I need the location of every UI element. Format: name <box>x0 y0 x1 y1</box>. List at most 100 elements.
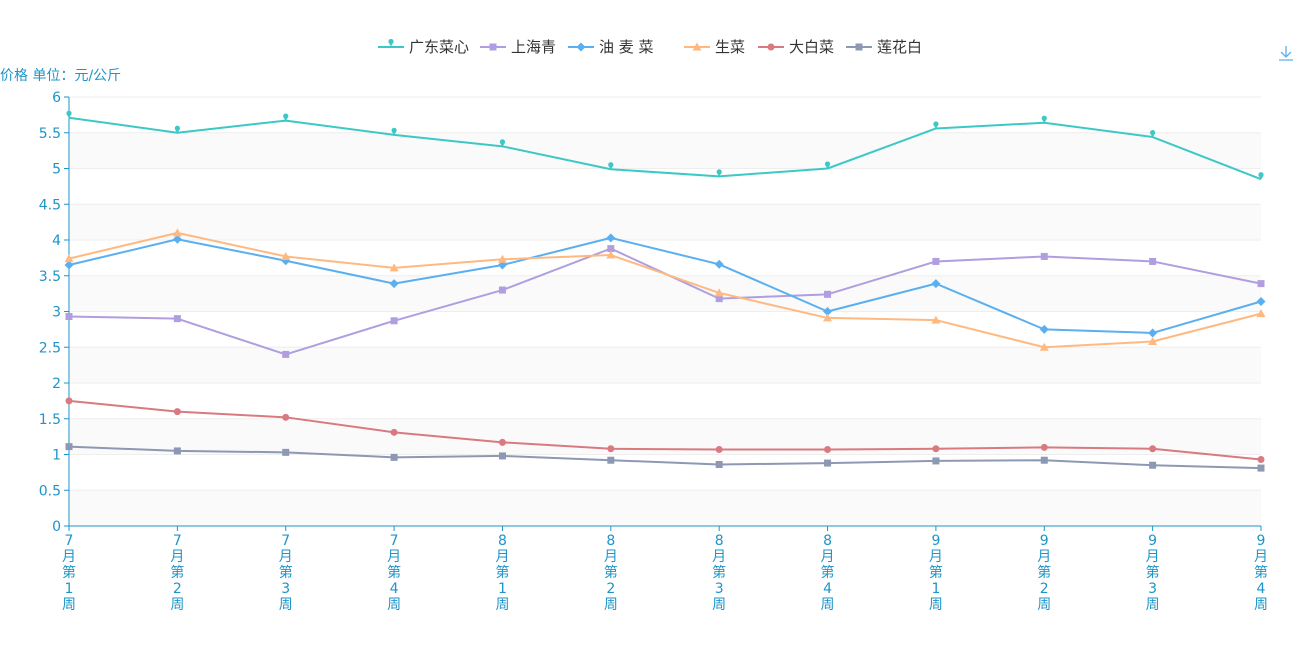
series-line[interactable] <box>68 445 1262 470</box>
data-point[interactable] <box>173 315 181 323</box>
data-point[interactable] <box>1256 309 1266 318</box>
data-point[interactable] <box>1040 443 1048 451</box>
data-point[interactable] <box>498 438 506 446</box>
data-point[interactable] <box>823 313 833 322</box>
legend[interactable]: 广东菜心 上海青 油 麦 菜 生菜 大白菜 莲花白 <box>378 38 922 56</box>
data-point[interactable] <box>391 127 397 136</box>
data-point[interactable] <box>1148 337 1158 346</box>
data-point[interactable] <box>824 459 832 467</box>
data-point[interactable] <box>824 161 831 169</box>
data-point[interactable] <box>715 295 723 303</box>
data-point[interactable] <box>1256 296 1266 306</box>
data-point[interactable] <box>390 428 398 436</box>
legend-symbol[interactable] <box>489 43 497 51</box>
data-point[interactable] <box>65 397 73 405</box>
data-point[interactable] <box>608 162 614 170</box>
legend-label[interactable]: 莲花白 <box>877 38 922 56</box>
data-point[interactable] <box>932 457 940 465</box>
legend-symbol[interactable] <box>855 43 863 51</box>
legend-label[interactable]: 广东菜心 <box>409 38 469 56</box>
download-icon[interactable] <box>1276 43 1296 63</box>
data-point[interactable] <box>606 250 616 259</box>
data-point[interactable] <box>824 290 832 298</box>
series-line[interactable] <box>68 399 1262 461</box>
data-point[interactable] <box>1040 456 1048 464</box>
data-point[interactable] <box>174 125 180 134</box>
legend-symbol[interactable] <box>767 43 775 51</box>
data-point[interactable] <box>1257 464 1265 472</box>
y-axis-label: 价格 单位：元/公斤 <box>0 68 121 84</box>
data-point[interactable] <box>824 445 832 453</box>
data-point[interactable] <box>65 443 73 451</box>
data-point[interactable] <box>390 317 398 325</box>
series-line[interactable] <box>68 116 1262 181</box>
legend-symbol[interactable] <box>576 42 586 52</box>
data-point[interactable] <box>716 169 722 177</box>
data-point[interactable] <box>1150 129 1156 138</box>
data-point[interactable] <box>390 453 398 461</box>
legend-item[interactable]: 广东菜心 <box>378 38 469 56</box>
data-point[interactable] <box>173 447 181 455</box>
data-point[interactable] <box>714 259 724 269</box>
legend-item[interactable]: 油 麦 菜 <box>568 38 654 56</box>
legend-item[interactable]: 莲花白 <box>846 38 922 56</box>
legend-item[interactable]: 上海青 <box>480 38 556 56</box>
data-point[interactable] <box>606 233 616 243</box>
data-point[interactable] <box>1258 172 1264 180</box>
data-point[interactable] <box>497 254 507 263</box>
data-point[interactable] <box>715 461 723 469</box>
grid-band <box>69 490 1261 526</box>
series-line[interactable] <box>68 231 1262 349</box>
data-point[interactable] <box>1149 461 1157 469</box>
data-point[interactable] <box>823 307 833 316</box>
x-tick-label: 8 月第 4 周 <box>821 533 835 613</box>
data-point[interactable] <box>1041 115 1047 124</box>
data-point[interactable] <box>931 315 941 324</box>
data-point[interactable] <box>498 286 506 294</box>
data-point[interactable] <box>607 245 615 253</box>
data-point[interactable] <box>1148 328 1158 338</box>
data-point[interactable] <box>933 121 939 129</box>
legend-symbol[interactable] <box>388 38 394 47</box>
data-point[interactable] <box>932 445 940 453</box>
legend-label[interactable]: 大白菜 <box>789 38 834 56</box>
data-point[interactable] <box>282 413 290 421</box>
data-point[interactable] <box>282 350 290 358</box>
data-point[interactable] <box>1257 456 1265 464</box>
legend-item[interactable]: 生菜 <box>684 38 745 56</box>
data-point[interactable] <box>64 260 74 270</box>
data-point[interactable] <box>1039 342 1049 351</box>
data-point[interactable] <box>1040 252 1048 260</box>
legend-label[interactable]: 油 麦 菜 <box>599 38 654 56</box>
data-point[interactable] <box>499 139 506 147</box>
data-point[interactable] <box>1149 445 1157 453</box>
legend-label[interactable]: 上海青 <box>511 38 556 56</box>
data-point[interactable] <box>172 234 182 244</box>
legend-label[interactable]: 生菜 <box>715 38 745 56</box>
data-point[interactable] <box>498 452 506 460</box>
data-point[interactable] <box>1257 280 1265 288</box>
data-point[interactable] <box>65 313 73 321</box>
data-point[interactable] <box>64 254 74 263</box>
data-point[interactable] <box>607 456 615 464</box>
data-point[interactable] <box>607 445 615 453</box>
legend-item[interactable]: 大白菜 <box>758 38 834 56</box>
data-point[interactable] <box>283 113 289 122</box>
series-大白菜 <box>65 397 1265 464</box>
data-point[interactable] <box>932 257 940 265</box>
data-point[interactable] <box>714 288 724 297</box>
legend-symbol[interactable] <box>692 42 702 51</box>
data-point[interactable] <box>1149 257 1157 265</box>
data-point[interactable] <box>66 110 72 119</box>
data-point[interactable] <box>1039 324 1049 334</box>
data-point[interactable] <box>282 448 290 456</box>
data-point[interactable] <box>389 279 399 289</box>
data-point[interactable] <box>172 228 182 237</box>
data-point[interactable] <box>715 445 723 453</box>
data-point[interactable] <box>931 279 941 289</box>
x-tick-label: 7 月第 4 周 <box>387 533 401 613</box>
data-point[interactable] <box>173 408 181 416</box>
series-line[interactable] <box>68 236 1262 334</box>
data-point[interactable] <box>389 263 399 272</box>
data-point[interactable] <box>281 251 291 260</box>
